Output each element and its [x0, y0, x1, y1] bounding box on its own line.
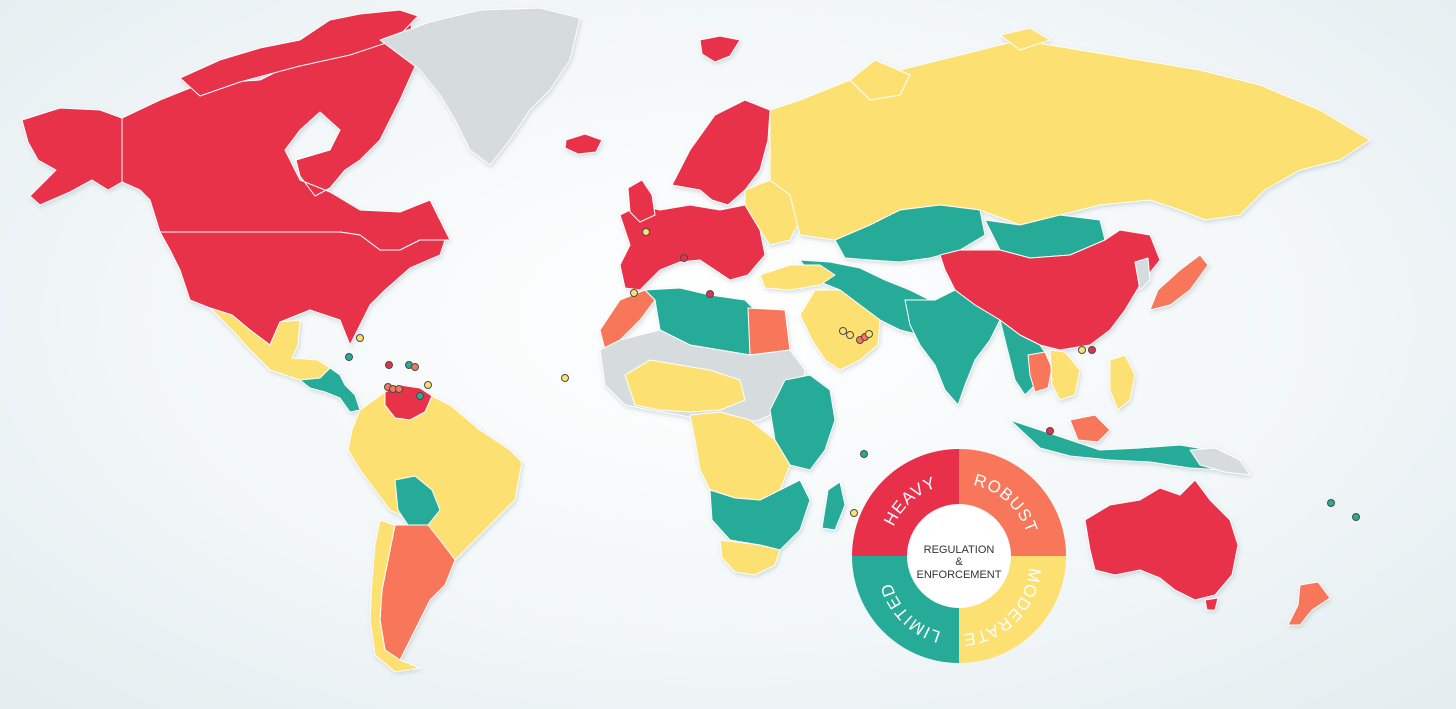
region-indonesia[interactable] [1009, 419, 1226, 471]
marker-malta[interactable] [706, 290, 714, 298]
region-new-zealand[interactable] [1287, 581, 1331, 626]
marker-singapore[interactable] [1046, 427, 1054, 435]
marker-gibraltar[interactable] [630, 289, 638, 297]
region-uk[interactable] [627, 179, 656, 223]
region-svalbard[interactable] [699, 35, 741, 63]
marker-caribbean-1[interactable] [345, 353, 353, 361]
region-turkey[interactable] [759, 264, 836, 291]
marker-europe-1[interactable] [642, 228, 650, 236]
region-chile[interactable] [369, 519, 421, 673]
marker-cape-verde[interactable] [561, 374, 569, 382]
region-russia-north-islands[interactable] [849, 27, 1051, 101]
marker-europe-2[interactable] [680, 254, 688, 262]
marker-hong-kong[interactable] [1078, 346, 1086, 354]
marker-mauritius[interactable] [850, 509, 858, 517]
marker-macau[interactable] [1088, 346, 1096, 354]
region-mexico[interactable] [209, 307, 331, 381]
region-russia[interactable] [769, 39, 1371, 241]
region-korea[interactable] [1134, 257, 1151, 291]
region-iceland[interactable] [564, 133, 603, 155]
region-philippines[interactable] [1109, 354, 1136, 411]
marker-pacific-1[interactable] [1327, 499, 1335, 507]
marker-caribbean-8[interactable] [424, 381, 432, 389]
region-australia[interactable] [1084, 479, 1239, 601]
marker-caribbean-2[interactable] [385, 361, 393, 369]
marker-caribbean-4[interactable] [411, 363, 419, 371]
region-south-africa[interactable] [719, 539, 781, 576]
region-western-europe[interactable] [619, 204, 766, 291]
region-central-america[interactable] [299, 367, 361, 413]
region-southern-africa[interactable] [709, 479, 811, 551]
region-egypt[interactable] [747, 307, 791, 356]
region-north-south-america[interactable] [347, 391, 523, 586]
region-alaska[interactable] [21, 107, 123, 206]
region-japan[interactable] [1149, 254, 1209, 311]
marker-pacific-2[interactable] [1352, 513, 1360, 521]
marker-gulf-1[interactable] [839, 327, 847, 335]
region-tasmania[interactable] [1204, 597, 1219, 611]
region-malaysia[interactable] [1069, 414, 1111, 443]
region-east-africa[interactable] [769, 374, 836, 471]
marker-bermuda[interactable] [356, 334, 364, 342]
region-west-africa[interactable] [624, 359, 746, 413]
region-new-guinea[interactable] [1189, 447, 1251, 476]
region-canada-islands[interactable] [179, 9, 419, 97]
region-madagascar[interactable] [821, 481, 846, 531]
region-scandinavia[interactable] [671, 99, 771, 206]
marker-gulf-5[interactable] [865, 330, 873, 338]
marker-caribbean-7[interactable] [395, 385, 403, 393]
region-india[interactable] [904, 289, 1001, 406]
marker-gulf-2[interactable] [846, 331, 854, 339]
marker-caribbean-9[interactable] [416, 392, 424, 400]
region-bolivia[interactable] [394, 475, 441, 526]
region-vietnam-laos[interactable] [1049, 349, 1081, 401]
region-greenland[interactable] [379, 7, 581, 166]
marker-seychelles[interactable] [860, 450, 868, 458]
region-kazakhstan[interactable] [834, 204, 986, 263]
region-thailand[interactable] [1027, 351, 1053, 393]
region-usa[interactable] [159, 231, 446, 346]
